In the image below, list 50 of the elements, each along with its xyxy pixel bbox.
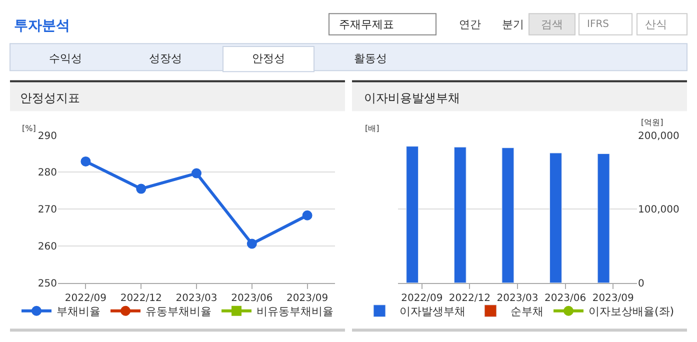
point <box>80 156 91 166</box>
x-tick-label: 2023/03 <box>176 292 218 304</box>
bar <box>550 152 562 283</box>
x-tick-label: 2022/12 <box>120 292 162 304</box>
point <box>302 210 312 220</box>
legend-label: 이자보상배율(좌) <box>588 305 674 318</box>
point <box>192 168 202 178</box>
x-tick-label: 2022/09 <box>401 292 443 304</box>
text: 수익성 <box>49 52 82 65</box>
x-tick-label: 2022/12 <box>448 292 490 304</box>
text: 산식 <box>645 18 667 31</box>
legend-label: 순부채 <box>510 305 544 318</box>
x-tick-label: 2023/03 <box>496 292 538 304</box>
text: IFRS <box>587 19 609 30</box>
y-tick-label: 280 <box>38 168 57 179</box>
legend-label: 비유동부채비율 <box>256 305 334 318</box>
y-tick-label: 250 <box>38 278 57 290</box>
chart-title: 안정성지표 <box>20 91 80 105</box>
text: 검색 <box>541 18 563 31</box>
legend-label: 유동부채비율 <box>146 305 212 318</box>
y2-tick-label: 0 <box>638 278 644 290</box>
text: 투자분석 <box>14 18 70 34</box>
x-tick-label: 2023/09 <box>286 292 328 304</box>
y-tick-label: 260 <box>38 241 57 252</box>
bar <box>597 153 610 283</box>
text: 연간 <box>459 18 481 31</box>
chart-title: 이자비용발생부채 <box>364 91 460 105</box>
y-axis-title: [배] <box>365 124 380 133</box>
point <box>246 238 257 249</box>
bar <box>454 146 466 283</box>
legend-label: 이자발생부채 <box>400 305 466 318</box>
text: 성장성 <box>149 52 182 65</box>
text: 안정성 <box>252 52 285 65</box>
text: 분기 <box>502 18 524 31</box>
y-tick-label: 270 <box>38 204 57 216</box>
x-tick-label: 2023/06 <box>231 292 273 304</box>
y2-tick-label: 200,000 <box>638 130 680 142</box>
y2-tick-label: 100,000 <box>638 204 680 216</box>
y2-axis-title: [억원] <box>641 118 664 127</box>
y-axis-title: [%] <box>22 124 36 133</box>
y-tick-label: 290 <box>38 130 57 142</box>
x-tick-label: 2022/09 <box>64 292 106 304</box>
bar <box>502 148 514 283</box>
x-tick-label: 2023/06 <box>544 292 586 304</box>
legend-label: 부채비율 <box>56 305 100 318</box>
x-tick-label: 2023/09 <box>592 292 634 304</box>
text: 주재무제표 <box>339 18 394 31</box>
bar <box>406 146 419 283</box>
text: 활동성 <box>354 52 387 65</box>
point <box>136 184 146 194</box>
